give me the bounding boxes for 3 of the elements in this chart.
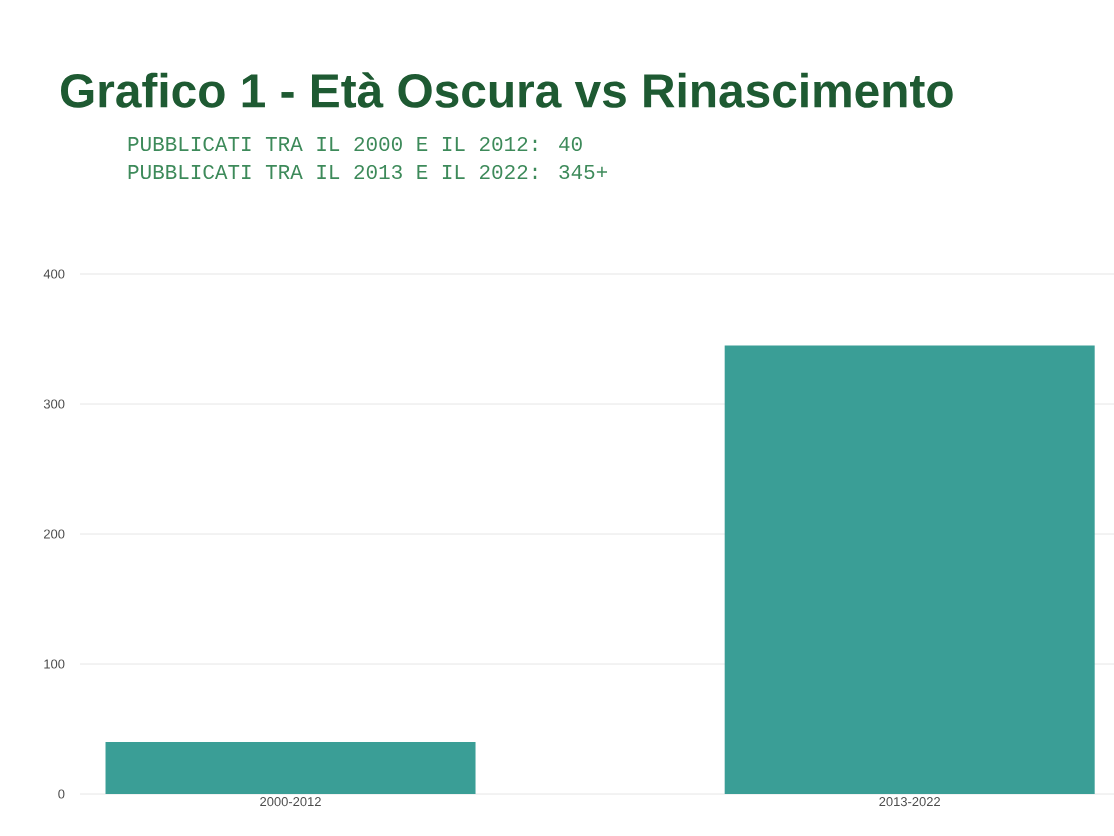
chart-title: Grafico 1 - Età Oscura vs Rinascimento xyxy=(61,72,953,108)
chart-subtitle: PUBBLICATI TRA IL 2000 E IL 2012: 40 xyxy=(128,136,582,152)
text: PUBBLICATI TRA IL 2013 E IL 2022: 345+ xyxy=(128,164,608,180)
